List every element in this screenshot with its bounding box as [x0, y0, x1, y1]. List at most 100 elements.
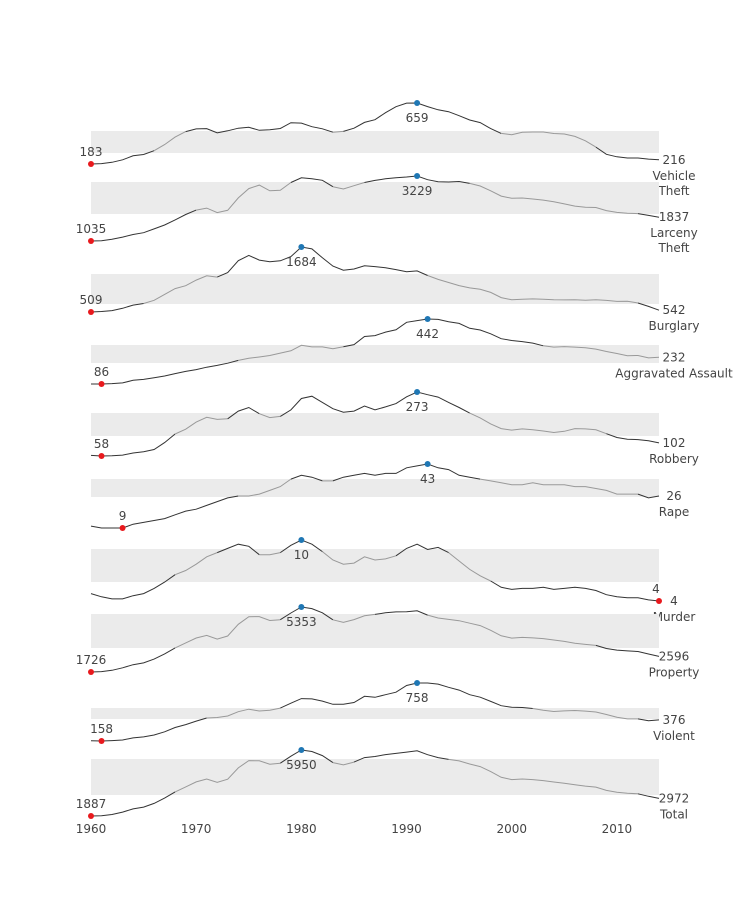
line-segment	[343, 102, 502, 134]
max-marker-aggravated-assault	[424, 316, 431, 322]
range-band-vehicle-theft	[91, 131, 659, 153]
line-segment	[332, 182, 365, 190]
line-segment	[238, 344, 344, 361]
x-tick-label: 2000	[496, 822, 527, 836]
series-line-murder	[90, 539, 660, 602]
series-name-larceny-theft: Larceny	[650, 226, 697, 240]
range-band-robbery	[91, 413, 659, 436]
line-segment	[206, 707, 281, 719]
min-value-label-property: 1726	[76, 653, 107, 667]
max-value-label-robbery: 273	[406, 400, 429, 414]
min-value-label-total: 1887	[76, 797, 107, 811]
min-value-label-violent: 158	[90, 722, 113, 736]
series-name-vehicle-theft: Theft	[657, 184, 689, 198]
line-segment	[185, 122, 334, 134]
series-line-total	[90, 749, 660, 817]
line-segment	[238, 478, 292, 497]
max-value-label-violent: 758	[406, 691, 429, 705]
line-segment	[595, 644, 660, 657]
line-segment	[480, 478, 638, 495]
line-segment	[90, 209, 197, 242]
end-value-label-total: 2972	[659, 791, 690, 805]
line-segment	[217, 543, 260, 556]
line-segment	[332, 613, 376, 623]
line-segment	[280, 606, 334, 621]
series-row-property: 5353 1726 2596 Property	[76, 604, 699, 679]
series-line-rape	[90, 463, 660, 529]
series-name-total: Total	[659, 807, 688, 821]
range-band-property	[91, 614, 659, 648]
line-segment	[90, 495, 239, 529]
min-marker-property	[88, 669, 94, 675]
end-value-label-robbery: 102	[663, 436, 686, 450]
end-value-label-rape: 26	[666, 489, 681, 503]
max-value-label-aggravated-assault: 442	[416, 327, 439, 341]
line-segment	[448, 758, 639, 795]
line-segment	[90, 647, 176, 673]
line-segment	[332, 761, 355, 766]
max-marker-violent	[414, 680, 421, 686]
line-segment	[501, 131, 597, 148]
min-value-label-burglary: 509	[80, 293, 103, 307]
series-name-burglary: Burglary	[649, 319, 700, 333]
max-value-label-rape: 43	[420, 472, 435, 486]
line-segment	[90, 150, 155, 165]
line-segment	[91, 359, 239, 385]
line-segment	[196, 182, 292, 214]
max-marker-robbery	[414, 389, 421, 395]
max-value-label-vehicle-theft: 659	[406, 111, 429, 125]
series-line-burglary	[90, 246, 660, 313]
series-line-violent	[90, 682, 660, 742]
series-line-vehicle-theft	[90, 102, 660, 165]
series-name-rape: Rape	[659, 505, 689, 519]
line-segment	[259, 552, 281, 556]
series-row-aggravated-assault: 442 86 232 Aggravated Assault	[91, 316, 733, 387]
line-segment	[174, 616, 281, 649]
line-segment	[427, 275, 639, 304]
end-value-label-murder: 4	[670, 594, 678, 608]
max-value-label-total: 5950	[286, 758, 317, 772]
line-segment	[374, 610, 428, 616]
line-segment	[353, 750, 449, 763]
line-segment	[637, 793, 660, 799]
line-segment	[90, 717, 207, 742]
line-segment	[174, 760, 281, 793]
line-segment	[469, 412, 607, 435]
series-name-robbery: Robbery	[649, 452, 699, 466]
x-tick-label: 1960	[76, 822, 107, 836]
min-value-label-rape: 9	[119, 509, 127, 523]
min-marker-robbery	[98, 453, 105, 459]
max-marker-rape	[424, 461, 431, 467]
line-segment	[637, 718, 660, 722]
line-segment	[532, 708, 638, 720]
line-segment	[490, 580, 660, 602]
line-segment	[174, 552, 218, 576]
min-marker-violent	[98, 738, 105, 744]
line-segment	[595, 146, 660, 161]
min-marker-larceny-theft	[88, 238, 94, 244]
line-segment	[90, 791, 176, 817]
max-marker-property	[298, 604, 305, 610]
end-value-label-larceny-theft: 1837	[659, 210, 690, 224]
end-value-label-burglary: 542	[663, 303, 686, 317]
x-tick-label: 1970	[181, 822, 212, 836]
max-marker-burglary	[298, 244, 305, 250]
line-segment	[448, 552, 491, 582]
range-band-rape	[91, 479, 659, 497]
line-segment	[343, 318, 544, 348]
min-marker-rape	[119, 525, 126, 531]
series-row-violent: 758 158 376 Violent	[90, 680, 695, 744]
line-segment	[469, 182, 639, 215]
x-axis: 1960 1970 1980 1990 2000 2010	[76, 822, 632, 836]
series-row-murder: 10 44 Murder	[90, 537, 695, 624]
series-line-property	[90, 606, 660, 673]
min-value-label-murder: 4	[652, 582, 660, 596]
line-segment	[322, 551, 397, 565]
end-value-label-aggravated-assault: 232	[663, 350, 686, 364]
max-value-label-property: 5353	[286, 615, 317, 629]
line-segment	[174, 416, 228, 435]
max-value-label-burglary: 1684	[286, 255, 317, 269]
